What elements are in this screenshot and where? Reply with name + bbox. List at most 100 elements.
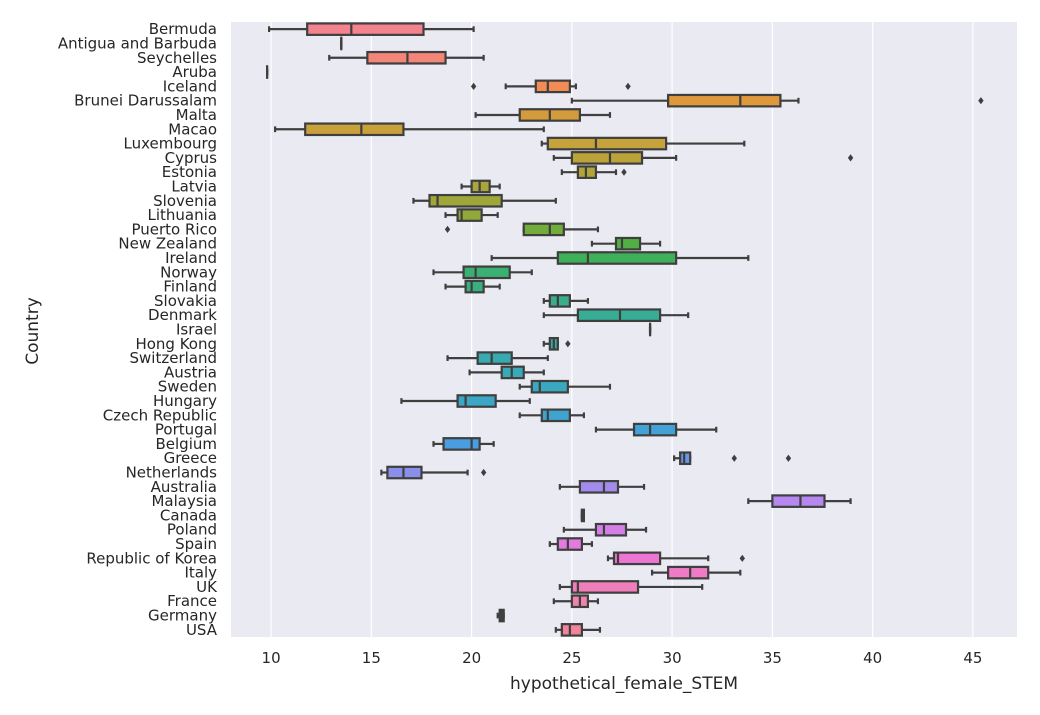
box-italy <box>650 565 742 580</box>
y-tick-label: UK <box>196 578 218 596</box>
outlier-point <box>565 340 571 348</box>
box-iqr <box>556 537 583 551</box>
y-tick-label: Canada <box>160 506 217 524</box>
x-tick-label: 40 <box>863 649 882 667</box>
y-tick-label: Slovakia <box>154 292 217 310</box>
y-tick-label: Estonia <box>162 163 217 181</box>
box-denmark <box>542 308 690 323</box>
y-tick-label: Republic of Korea <box>86 549 217 567</box>
box-czech-republic <box>518 408 585 423</box>
y-tick-label: Switzerland <box>130 349 218 367</box>
x-tick-label: 45 <box>963 649 982 667</box>
box-iqr <box>612 551 662 566</box>
y-tick-label: Puerto Rico <box>131 220 217 238</box>
box-ireland <box>490 251 750 265</box>
outlier-point <box>739 554 746 562</box>
x-tick-labels: 10 15 20 25 30 35 40 45 <box>262 649 983 667</box>
box-poland <box>562 522 648 537</box>
x-tick-label: 10 <box>262 649 281 667</box>
box-greece <box>673 451 792 466</box>
box-iqr <box>442 437 481 451</box>
y-tick-label: Malta <box>176 106 217 124</box>
x-tick-label: 15 <box>362 649 381 667</box>
box-iqr <box>556 251 678 265</box>
y-tick-label: Brunei Darussalam <box>74 92 217 110</box>
y-tick-label: Bermuda <box>149 20 217 38</box>
box-iqr <box>570 580 640 594</box>
x-tick-label: 35 <box>763 649 782 667</box>
box-iqr <box>534 79 571 94</box>
y-tick-label: Finland <box>163 278 217 296</box>
y-tick-label: Macao <box>168 120 217 138</box>
box-belgium <box>432 437 495 451</box>
box-iqr <box>548 294 571 308</box>
box-brunei-darussalam <box>570 93 984 108</box>
y-tick-label: Lithuania <box>148 206 217 224</box>
plot-background <box>231 22 1017 637</box>
x-tick-label: 25 <box>562 649 581 667</box>
box-iqr <box>462 265 511 280</box>
y-tick-label: Iceland <box>163 77 217 95</box>
box-seychelles <box>328 50 485 65</box>
box-slovakia <box>542 294 590 308</box>
y-tick-label: Slovenia <box>153 192 217 210</box>
box-estonia <box>560 165 627 179</box>
x-axis-title: hypothetical_female_STEM <box>510 674 738 694</box>
box-iqr <box>546 136 668 151</box>
outlier-point <box>731 454 737 462</box>
outlier-point <box>847 154 854 162</box>
y-tick-label: Hungary <box>153 392 217 410</box>
y-tick-label: Spain <box>175 535 217 553</box>
box-iqr <box>594 522 628 537</box>
y-tick-label: Ireland <box>165 249 217 267</box>
box-new-zealand <box>590 236 662 251</box>
box-portugal <box>594 422 718 437</box>
outlier-point <box>480 468 487 477</box>
y-tick-label: Malaysia <box>151 492 217 510</box>
box-iqr <box>570 151 644 165</box>
box-iqr <box>540 408 571 423</box>
box-norway <box>432 265 533 280</box>
box-germany <box>496 608 505 623</box>
box-australia <box>558 480 646 494</box>
y-tick-label: Norway <box>160 263 217 281</box>
y-tick-label: Italy <box>184 564 217 582</box>
box-iqr <box>632 422 678 437</box>
y-tick-label: Poland <box>167 521 217 539</box>
box-cyprus <box>552 151 854 165</box>
y-tick-label: Portugal <box>155 421 217 439</box>
box-uk <box>558 580 704 594</box>
box-iqr <box>614 236 642 251</box>
box-iqr <box>578 480 620 494</box>
box-lithuania <box>444 208 499 222</box>
box-austria <box>468 365 545 380</box>
outlier-point <box>785 454 792 462</box>
y-tick-label: France <box>167 592 217 610</box>
box-iqr <box>476 351 513 365</box>
box-slovenia <box>412 193 557 208</box>
box-iqr <box>456 208 483 222</box>
outlier-point <box>444 225 451 233</box>
y-tick-label: Hong Kong <box>135 335 217 353</box>
y-tick-label: Germany <box>148 607 217 625</box>
y-tick-label: Cyprus <box>165 149 218 167</box>
box-series <box>265 22 984 637</box>
y-axis-title: Country <box>23 297 43 365</box>
box-iqr <box>428 193 503 208</box>
y-tick-label: Czech Republic <box>103 406 217 424</box>
box-iqr <box>304 122 405 137</box>
y-tick-label: Aruba <box>172 63 217 81</box>
x-tick-label: 30 <box>663 649 682 667</box>
box-bermuda <box>267 22 475 36</box>
box-malaysia <box>747 494 852 508</box>
box-iqr <box>530 379 569 394</box>
y-tick-label: Sweden <box>158 378 217 396</box>
outlier-point <box>978 97 984 105</box>
y-tick-label: Latvia <box>171 177 217 195</box>
y-tick-label: Israel <box>176 321 217 339</box>
box-usa <box>554 623 602 637</box>
y-tick-label: Seychelles <box>137 49 217 67</box>
box-sweden <box>518 379 612 394</box>
box-france <box>552 594 600 609</box>
